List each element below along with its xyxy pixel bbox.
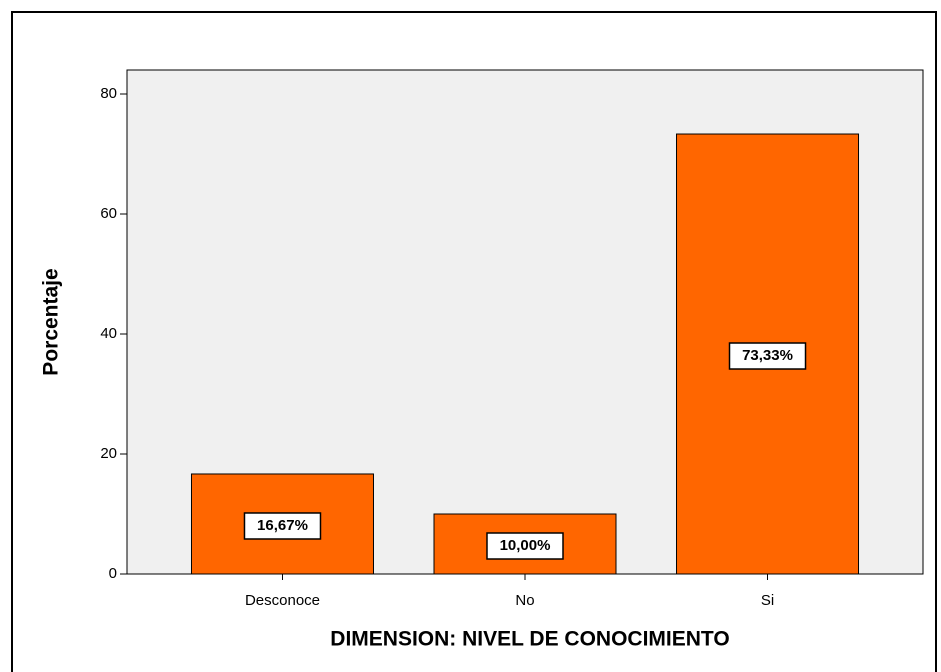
value-label-box	[243, 512, 322, 540]
value-label-box	[486, 532, 564, 560]
y-tick-label: 20	[100, 445, 117, 462]
y-axis-title: Porcentaje	[40, 268, 63, 375]
y-tick-label: 60	[100, 205, 117, 222]
x-tick-label: Desconoce	[245, 592, 320, 609]
x-tick-label: Si	[761, 592, 774, 609]
value-label-box	[728, 342, 807, 370]
value-label: 16,67%	[257, 517, 308, 534]
y-tick-label: 0	[109, 565, 117, 582]
value-label: 73,33%	[742, 347, 793, 364]
value-label: 10,00%	[500, 537, 551, 554]
y-tick-label: 40	[100, 325, 117, 342]
x-axis-title: DIMENSION: NIVEL DE CONOCIMIENTO	[330, 628, 729, 651]
x-tick-label: No	[515, 592, 534, 609]
y-tick-label: 80	[100, 85, 117, 102]
